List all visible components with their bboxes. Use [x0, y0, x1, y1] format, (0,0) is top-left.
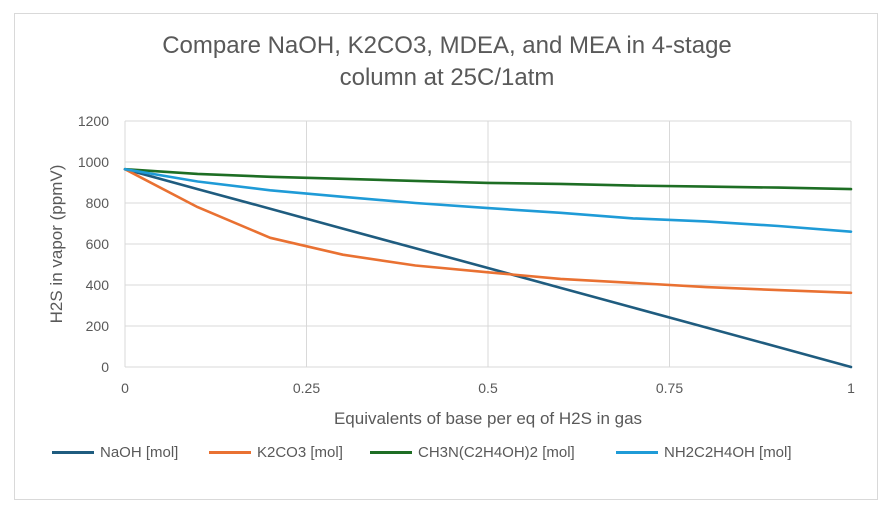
x-tick-label: 0.75: [656, 380, 683, 396]
y-tick-label: 1000: [78, 154, 109, 170]
chart-title-line-1: Compare NaOH, K2CO3, MDEA, and MEA in 4-…: [162, 32, 732, 59]
series-line: [123, 167, 853, 233]
legend-item: NaOH [mol]: [52, 444, 178, 461]
y-tick-label: 400: [86, 277, 110, 293]
legend-swatch: [209, 451, 251, 454]
x-axis-title: Equivalents of base per eq of H2S in gas: [334, 409, 642, 428]
legend-item: NH2C2H4OH [mol]: [616, 444, 792, 461]
y-axis-title: H2S in vapor (ppmV): [47, 165, 66, 324]
legend-item: K2CO3 [mol]: [209, 444, 343, 461]
legend-item: CH3N(C2H4OH)2 [mol]: [370, 444, 575, 461]
y-tick-label: 200: [86, 318, 110, 334]
x-tick-label: 0: [121, 380, 129, 396]
series-line: [123, 167, 853, 191]
legend-swatch: [616, 451, 658, 454]
y-tick-label: 800: [86, 195, 110, 211]
y-tick-label: 1200: [78, 113, 109, 129]
chart-legend: NaOH [mol] K2CO3 [mol] CH3N(C2H4OH)2 [mol]…: [0, 444, 894, 468]
legend-label: CH3N(C2H4OH)2 [mol]: [418, 444, 575, 461]
x-tick-label: 0.25: [293, 380, 320, 396]
legend-swatch: [52, 451, 94, 454]
legend-label: NH2C2H4OH [mol]: [664, 444, 792, 461]
legend-label: NaOH [mol]: [100, 444, 179, 461]
legend-label: K2CO3 [mol]: [257, 444, 343, 461]
x-tick-label: 0.5: [478, 380, 498, 396]
chart-title-line-2: column at 25C/1atm: [339, 64, 555, 91]
y-tick-label: 0: [101, 359, 109, 375]
chart-title: Compare NaOH, K2CO3, MDEA, and MEA in 4-…: [0, 30, 894, 94]
series-line: [123, 167, 853, 369]
y-tick-label: 600: [86, 236, 110, 252]
x-tick-label: 1: [847, 380, 855, 396]
legend-swatch: [370, 451, 412, 454]
series-line: [123, 167, 853, 295]
